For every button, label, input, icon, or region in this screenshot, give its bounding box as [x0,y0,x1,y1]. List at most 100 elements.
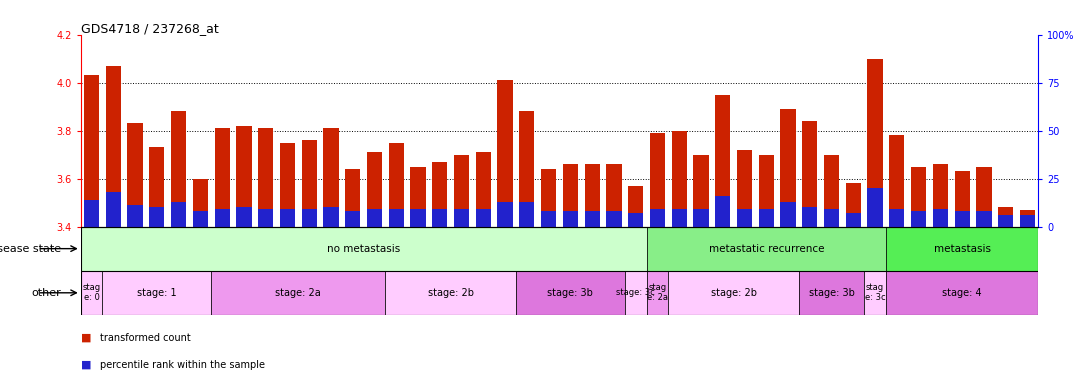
Bar [171,202,186,227]
Bar [516,271,625,315]
Bar [102,271,211,315]
Bar [324,207,339,227]
Bar [824,154,839,227]
Bar [737,150,752,227]
Bar [367,152,382,227]
Bar [410,167,426,227]
Bar [716,196,731,227]
Bar [606,164,622,227]
Bar [258,128,273,227]
Text: stag
e: 2a: stag e: 2a [647,283,668,303]
Bar [563,164,578,227]
Text: stage: 2a: stage: 2a [275,288,322,298]
Bar [976,211,992,227]
Bar [345,169,360,227]
Bar [105,66,121,227]
Text: other: other [32,288,61,298]
Bar [1020,215,1035,227]
Bar [541,169,556,227]
Bar [954,171,969,227]
Bar [693,209,709,227]
Bar [563,211,578,227]
Text: stage: 3b: stage: 3b [809,288,854,298]
Text: percentile rank within the sample: percentile rank within the sample [100,360,265,370]
Bar [211,271,385,315]
Bar [803,121,818,227]
Bar [84,75,99,227]
Bar [127,205,143,227]
Bar [803,207,818,227]
Bar [520,111,535,227]
Bar [647,227,886,271]
Bar [824,209,839,227]
Bar [625,271,647,315]
Bar [497,202,513,227]
Bar [84,200,99,227]
Bar [798,271,864,315]
Bar [454,154,469,227]
Bar [367,209,382,227]
Text: metastatic recurrence: metastatic recurrence [708,243,824,254]
Bar [889,209,905,227]
Bar [886,227,1038,271]
Bar [105,192,121,227]
Text: stage: 4: stage: 4 [943,288,982,298]
Bar [433,209,448,227]
Bar [889,136,905,227]
Text: transformed count: transformed count [100,333,190,343]
Bar [759,209,774,227]
Bar [497,80,513,227]
Bar [867,59,882,227]
Bar [999,215,1014,227]
Text: disease state: disease state [0,243,61,254]
Bar [668,271,798,315]
Bar [976,167,992,227]
Text: ■: ■ [81,360,91,370]
Bar [127,123,143,227]
Text: no metastasis: no metastasis [327,243,400,254]
Bar [385,271,516,315]
Bar [606,211,622,227]
Bar [476,152,491,227]
Bar [628,213,643,227]
Bar [258,209,273,227]
Bar [650,133,665,227]
Text: stag
e: 0: stag e: 0 [83,283,101,303]
Bar [650,209,665,227]
Text: metastasis: metastasis [934,243,991,254]
Bar [716,94,731,227]
Bar [584,164,599,227]
Bar [846,183,861,227]
Bar [301,209,316,227]
Bar [933,209,948,227]
Bar [193,179,208,227]
Bar [541,211,556,227]
Bar [150,207,165,227]
Bar [345,211,360,227]
Bar [759,154,774,227]
Text: stage: 2b: stage: 2b [427,288,473,298]
Bar [237,207,252,227]
Bar [171,111,186,227]
Bar [1020,210,1035,227]
Bar [476,209,491,227]
Text: GDS4718 / 237268_at: GDS4718 / 237268_at [81,22,218,35]
Text: stag
e: 3c: stag e: 3c [865,283,886,303]
Bar [933,164,948,227]
Bar [886,271,1038,315]
Bar [454,209,469,227]
Bar [846,213,861,227]
Bar [647,271,668,315]
Text: stage: 2b: stage: 2b [710,288,756,298]
Bar [81,271,102,315]
Bar [388,209,404,227]
Bar [280,209,295,227]
Text: ■: ■ [81,333,91,343]
Bar [584,211,599,227]
Bar [388,142,404,227]
Text: stage: 3c: stage: 3c [617,288,655,297]
Bar [999,207,1014,227]
Bar [410,209,426,227]
Bar [280,142,295,227]
Bar [671,209,686,227]
